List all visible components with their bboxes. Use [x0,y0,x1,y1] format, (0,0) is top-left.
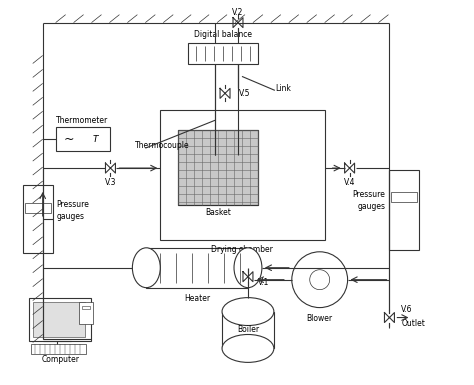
Bar [222,311,274,348]
Bar [79,301,92,323]
Bar [29,298,91,341]
Text: V.3: V.3 [105,177,116,187]
Bar [82,306,90,309]
Text: Thermocouple: Thermocouple [136,141,190,150]
Text: ~: ~ [64,133,74,146]
Text: gauges: gauges [357,203,385,211]
Text: Basket: Basket [205,208,231,218]
Text: V.1: V.1 [258,278,269,287]
Ellipse shape [132,248,160,288]
Ellipse shape [222,298,274,326]
Text: V.4: V.4 [344,177,356,187]
Ellipse shape [234,248,262,288]
Circle shape [292,252,347,308]
Text: Pressure: Pressure [57,201,90,209]
Bar [160,110,325,240]
Bar [25,203,51,213]
Text: Computer: Computer [42,355,80,364]
Bar [188,43,258,64]
Text: Heater: Heater [184,294,210,303]
Text: Blower: Blower [307,314,333,323]
Text: Outlet: Outlet [401,319,425,328]
Text: Drying chamber: Drying chamber [211,245,273,254]
Bar [178,130,258,205]
Bar [55,127,110,151]
Bar [23,185,53,253]
Text: V.2: V.2 [232,8,244,17]
Text: V.6: V.6 [401,305,413,314]
Bar [31,345,85,355]
Text: V.5: V.5 [239,89,250,98]
Circle shape [310,270,329,290]
Text: Pressure: Pressure [353,191,385,199]
Text: Digital balance: Digital balance [194,30,252,39]
Text: gauges: gauges [57,213,85,221]
Text: Link: Link [275,84,291,93]
Ellipse shape [222,335,274,362]
Bar [178,130,258,205]
Text: Thermometer: Thermometer [56,116,109,125]
Bar [33,301,84,338]
Text: Boiler: Boiler [237,325,259,334]
Text: T: T [93,135,98,144]
Bar [146,248,248,288]
Bar [392,192,417,202]
Bar [390,170,419,250]
